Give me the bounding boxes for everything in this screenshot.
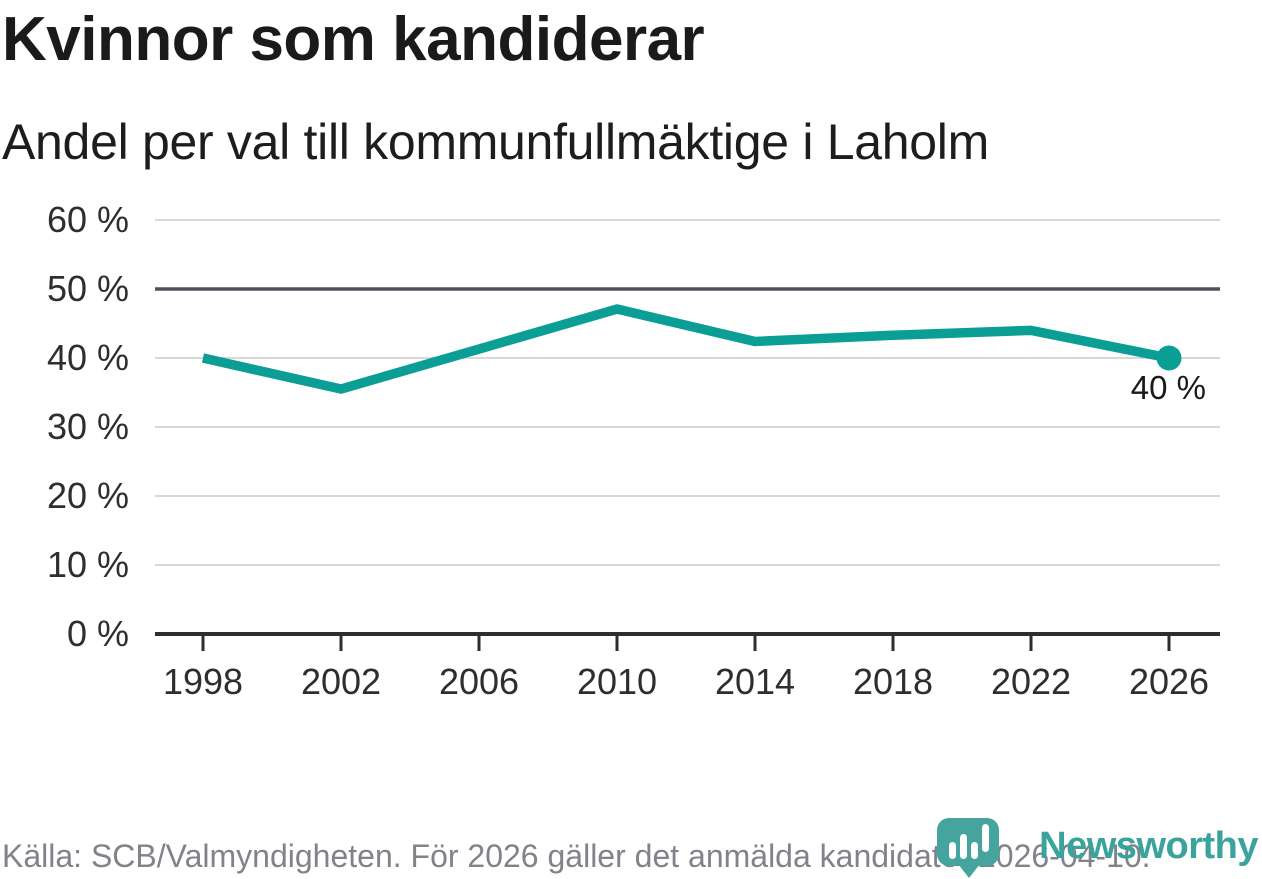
chart-subtitle: Andel per val till kommunfullmäktige i L… (2, 114, 989, 170)
y-axis-tick-label: 60 % (47, 199, 129, 240)
y-axis-tick-label: 30 % (47, 406, 129, 447)
x-axis-tick-label: 2014 (715, 661, 795, 702)
x-axis-tick-label: 1998 (163, 661, 243, 702)
x-axis-tick-label: 2006 (439, 661, 519, 702)
newsworthy-logo-icon (936, 817, 1000, 879)
end-point-label: 40 % (1131, 369, 1206, 406)
data-line (201, 304, 1170, 394)
x-axis-tick-label: 2026 (1129, 661, 1209, 702)
x-axis-tick-label: 2010 (577, 661, 657, 702)
x-axis-tick-label: 2022 (991, 661, 1071, 702)
x-axis-tick-label: 2002 (301, 661, 381, 702)
chart-title: Kvinnor som kandiderar (2, 5, 705, 74)
end-point-marker (1156, 345, 1182, 371)
y-axis-tick-label: 20 % (47, 475, 129, 516)
y-axis-tick-label: 10 % (47, 544, 129, 585)
y-axis-tick-label: 0 % (67, 613, 129, 654)
x-axis-tick-label: 2018 (853, 661, 933, 702)
y-axis-tick-label: 50 % (47, 268, 129, 309)
brand-name: Newsworthy (1039, 825, 1258, 867)
y-axis-tick-label: 40 % (47, 337, 129, 378)
